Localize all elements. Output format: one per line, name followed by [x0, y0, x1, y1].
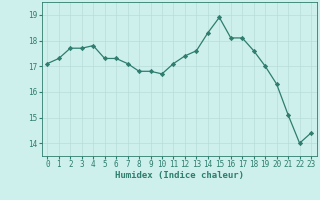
X-axis label: Humidex (Indice chaleur): Humidex (Indice chaleur)	[115, 171, 244, 180]
